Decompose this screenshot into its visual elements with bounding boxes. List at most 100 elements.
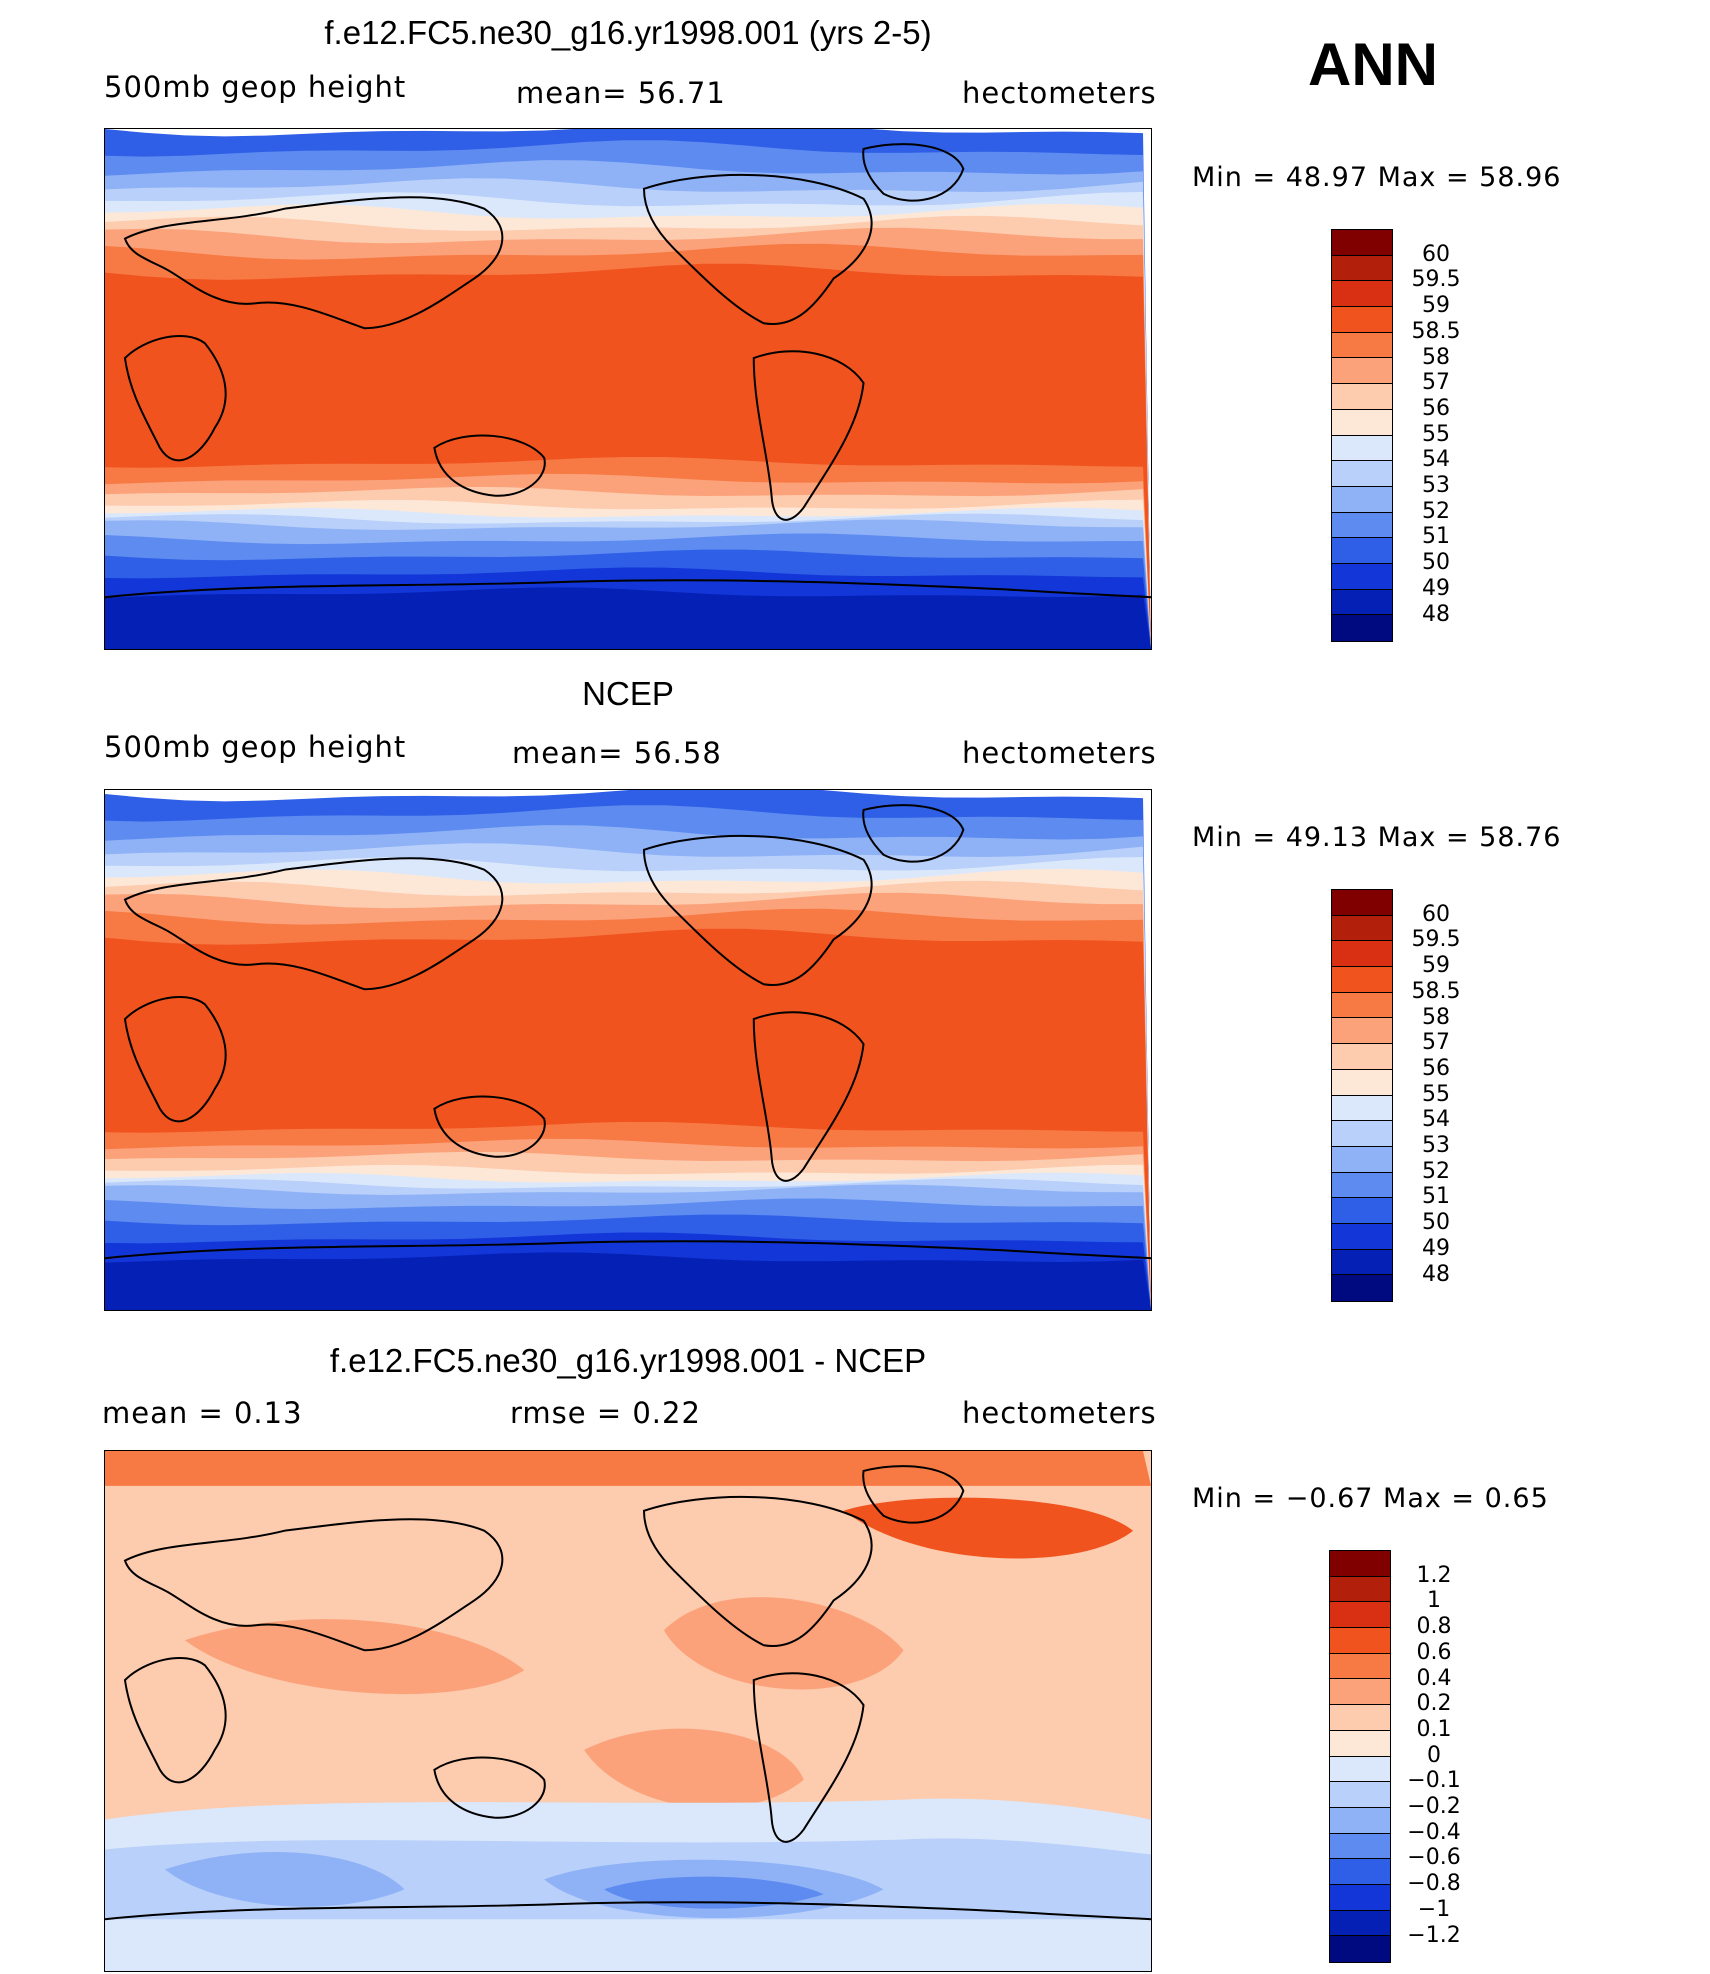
coastline (862, 143, 965, 202)
colorbar-tick-label: 56 (1422, 395, 1450, 421)
colorbar-tick-label: −0.6 (1407, 1845, 1461, 1871)
panel-2-mean-label: mean= 56.58 (512, 736, 722, 770)
colorbar-swatch (1332, 461, 1392, 487)
coastline (862, 1465, 965, 1524)
colorbar-tick-label: −0.1 (1407, 1768, 1461, 1794)
panel-3-mean-label: mean = 0.13 (102, 1396, 303, 1430)
colorbar-tick-label: −0.4 (1407, 1819, 1461, 1845)
colorbar-tick-label: 59 (1422, 953, 1450, 979)
colorbar-tick-label: 60 (1422, 901, 1450, 927)
panel-2-title: NCEP (582, 675, 674, 712)
colorbar-tick-label: 53 (1422, 473, 1450, 498)
contour-band (604, 1876, 824, 1909)
colorbar-tick-label: 55 (1422, 1081, 1450, 1107)
coastline (433, 1095, 546, 1158)
coastline (752, 350, 865, 521)
colorbar-swatch (1330, 1936, 1390, 1962)
colorbar-swatch (1332, 941, 1392, 968)
panel-3-coastlines (105, 1465, 1151, 1921)
panel-2-contours (105, 790, 1151, 1310)
coastline (105, 1901, 1151, 1921)
colorbar-swatch (1332, 332, 1392, 359)
panel-2-left-label: 500mb geop height (104, 730, 407, 764)
panel-3-units-label: hectometers (962, 1396, 1157, 1430)
colorbar-swatch (1332, 1146, 1392, 1173)
colorbar-tick-label: 54 (1422, 447, 1450, 473)
panel-1-mean-label: mean= 56.71 (516, 76, 726, 110)
colorbar-swatch (1332, 281, 1392, 308)
colorbar-tick-label: 55 (1422, 421, 1450, 447)
colorbar-tick-label: 57 (1422, 370, 1450, 396)
colorbar-swatch (1332, 563, 1392, 590)
colorbar-swatch (1332, 992, 1392, 1019)
coastline (123, 1518, 504, 1652)
coastline (123, 335, 227, 462)
colorbar-swatch (1330, 1653, 1390, 1680)
panel-3-rmse-label: rmse = 0.22 (510, 1396, 701, 1430)
colorbar-tick-label: 57 (1422, 1030, 1450, 1056)
panel-1-title: f.e12.FC5.ne30_g16.yr1998.001 (yrs 2-5) (324, 14, 932, 51)
coastline (642, 834, 873, 987)
colorbar-swatch (1332, 967, 1392, 993)
colorbar-tick-label: 0.1 (1416, 1716, 1452, 1742)
panel-2-field (105, 790, 1151, 1310)
colorbar-swatch (1332, 384, 1392, 410)
colorbar-swatch (1332, 435, 1392, 462)
coastline (433, 1756, 546, 1819)
colorbar-swatch (1332, 1223, 1392, 1250)
colorbar-tick-label: 48 (1422, 1261, 1450, 1287)
colorbar-tick-label: 58 (1422, 344, 1450, 370)
panel-1-colorbar (1331, 229, 1393, 642)
colorbar-swatch (1330, 1807, 1390, 1834)
panel-3-minmax: Min = −0.67 Max = 0.65 (1192, 1483, 1549, 1514)
panel-1-map (104, 128, 1152, 650)
colorbar-tick-label: 54 (1422, 1107, 1450, 1133)
colorbar-tick-label: 0 (1427, 1742, 1441, 1768)
colorbar-swatch (1330, 1679, 1390, 1706)
colorbar-tick-label: 59 (1422, 293, 1450, 319)
colorbar-tick-label: 56 (1422, 1055, 1450, 1081)
colorbar-tick-label: 49 (1422, 1235, 1450, 1261)
coastline (642, 173, 873, 326)
colorbar-tick-label: 53 (1422, 1133, 1450, 1158)
contour-band (663, 1597, 904, 1690)
coastline (433, 434, 546, 497)
contour-band (105, 1919, 1151, 1971)
colorbar-swatch (1332, 1198, 1392, 1224)
panel-1-contours (105, 129, 1151, 649)
colorbar-swatch (1330, 1705, 1390, 1731)
colorbar-tick-label: −0.2 (1407, 1794, 1461, 1819)
panel-3-map (104, 1450, 1152, 1972)
contour-band (105, 1252, 1151, 1310)
colorbar-tick-label: 0.2 (1416, 1691, 1452, 1717)
colorbar-swatch (1330, 1576, 1390, 1603)
coastline (123, 996, 227, 1123)
panel-1-left-label: 500mb geop height (104, 70, 407, 104)
contour-band (164, 1852, 405, 1907)
coastline (642, 1495, 873, 1648)
panel-1-coastlines (105, 143, 1151, 599)
colorbar-swatch (1330, 1884, 1390, 1911)
colorbar-tick-label: 0.8 (1416, 1614, 1452, 1640)
panel-2-colorbar (1331, 889, 1393, 1302)
panel-2-coastlines (105, 804, 1151, 1260)
colorbar-swatch (1330, 1782, 1390, 1808)
panel-2-map (104, 789, 1152, 1311)
colorbar-tick-label: 0.6 (1416, 1639, 1452, 1665)
contour-band (584, 1728, 804, 1808)
contour-band (105, 587, 1151, 649)
colorbar-tick-label: 59.5 (1411, 927, 1461, 953)
colorbar-tick-label: −1 (1417, 1896, 1451, 1922)
coastline (752, 1011, 865, 1182)
colorbar-swatch (1332, 1172, 1392, 1199)
colorbar-tick-label: 0.4 (1416, 1665, 1452, 1691)
panel-3-field (105, 1451, 1151, 1971)
colorbar-swatch (1332, 409, 1392, 436)
coastline (105, 1240, 1151, 1260)
colorbar-swatch (1332, 538, 1392, 564)
coastline (123, 857, 504, 991)
colorbar-swatch (1332, 1018, 1392, 1045)
colorbar-swatch (1332, 615, 1392, 641)
colorbar-swatch (1330, 1756, 1390, 1783)
panel-3-colorbar (1329, 1550, 1391, 1963)
